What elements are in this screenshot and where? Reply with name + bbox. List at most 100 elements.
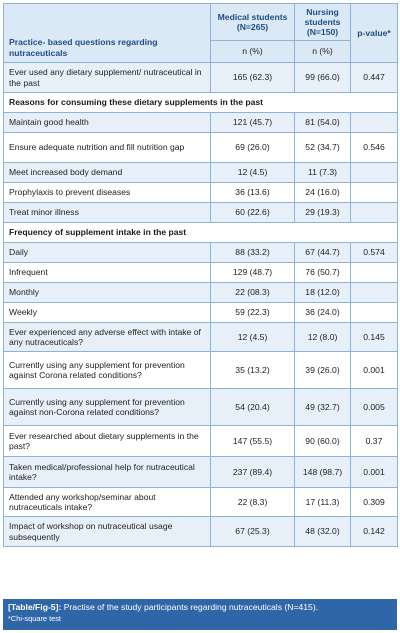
question-cell: Infrequent [3, 262, 211, 283]
nursing-unit-header: n (%) [294, 40, 351, 63]
section-row: Frequency of supplement intake in the pa… [3, 222, 398, 243]
table-row: Attended any workshop/seminar about nutr… [3, 487, 398, 517]
medical-value-cell: 54 (20.4) [210, 388, 295, 426]
question-cell: Meet increased body demand [3, 162, 211, 183]
section-title: Reasons for consuming these dietary supp… [3, 92, 398, 113]
medical-value-cell: 147 (55.5) [210, 425, 295, 457]
nursing-value-cell: 67 (44.7) [294, 242, 351, 263]
question-cell: Weekly [3, 302, 211, 323]
table-caption: [Table/Fig-5]: Practise of the study par… [3, 599, 397, 630]
table-row: Meet increased body demand 12 (4.5) 11 (7.… [3, 162, 398, 183]
caption-text: Practise of the study participants regar… [63, 602, 319, 612]
table-row: Treat minor illness 60 (22.6) 29 (19.3) [3, 202, 398, 223]
medical-value-cell: 121 (45.7) [210, 112, 295, 133]
question-cell: Attended any workshop/seminar about nutr… [3, 487, 211, 517]
table-header: Practice- based questions regarding nutr… [3, 3, 398, 63]
question-cell: Currently using any supplement for preve… [3, 388, 211, 426]
medical-value-cell: 60 (22.6) [210, 202, 295, 223]
question-cell: Impact of workshop on nutraceutical usag… [3, 516, 211, 547]
pvalue-cell [350, 162, 398, 183]
question-cell: Maintain good health [3, 112, 211, 133]
medical-value-cell: 22 (8.3) [210, 487, 295, 517]
table-row: Ever researched about dietary supplement… [3, 425, 398, 457]
pvalue-cell: 0.001 [350, 351, 398, 389]
question-cell: Ensure adequate nutrition and fill nutri… [3, 132, 211, 163]
table-row: Taken medical/professional help for nutr… [3, 456, 398, 488]
table-row: Weekly 59 (22.3) 36 (24.0) [3, 302, 398, 323]
medical-column-header: Medical students (N=265) [210, 3, 295, 41]
question-cell: Ever used any dietary supplement/ nutrac… [3, 62, 211, 93]
nursing-column-header: Nursing students (N=150) [294, 3, 351, 41]
nursing-value-cell: 90 (60.0) [294, 425, 351, 457]
table-row: Infrequent 129 (48.7) 76 (50.7) [3, 262, 398, 283]
nursing-value-cell: 12 (8.0) [294, 322, 351, 352]
medical-value-cell: 67 (25.3) [210, 516, 295, 547]
question-cell: Ever researched about dietary supplement… [3, 425, 211, 457]
pvalue-cell [350, 282, 398, 303]
pvalue-cell [350, 112, 398, 133]
pvalue-cell: 0.546 [350, 132, 398, 163]
nursing-value-cell: 49 (32.7) [294, 388, 351, 426]
table-row: Ensure adequate nutrition and fill nutri… [3, 132, 398, 163]
pvalue-cell: 0.001 [350, 456, 398, 488]
pvalue-cell: 0.142 [350, 516, 398, 547]
question-cell: Taken medical/professional help for nutr… [3, 456, 211, 488]
question-cell: Treat minor illness [3, 202, 211, 223]
medical-value-cell: 237 (89.4) [210, 456, 295, 488]
section-title: Frequency of supplement intake in the pa… [3, 222, 398, 243]
table-row: Ever used any dietary supplement/ nutrac… [3, 62, 398, 93]
table-row: Maintain good health 121 (45.7) 81 (54.0) [3, 112, 398, 133]
nursing-value-cell: 48 (32.0) [294, 516, 351, 547]
pvalue-cell: 0.145 [350, 322, 398, 352]
question-cell: Monthly [3, 282, 211, 303]
table-row: Monthly 22 (08.3) 18 (12.0) [3, 282, 398, 303]
pvalue-cell: 0.447 [350, 62, 398, 93]
nursing-value-cell: 76 (50.7) [294, 262, 351, 283]
nursing-value-cell: 52 (34.7) [294, 132, 351, 163]
nursing-value-cell: 11 (7.3) [294, 162, 351, 183]
medical-value-cell: 165 (62.3) [210, 62, 295, 93]
table-row: Currently using any supplement for preve… [3, 388, 398, 426]
pvalue-cell: 0.574 [350, 242, 398, 263]
medical-value-cell: 88 (33.2) [210, 242, 295, 263]
nursing-value-cell: 39 (26.0) [294, 351, 351, 389]
medical-value-cell: 129 (48.7) [210, 262, 295, 283]
pvalue-cell: 0.37 [350, 425, 398, 457]
question-cell: Ever experienced any adverse effect with… [3, 322, 211, 352]
caption-footnote: *Chi-square test [8, 614, 61, 623]
question-cell: Prophylaxis to prevent diseases [3, 182, 211, 203]
pvalue-cell: 0.005 [350, 388, 398, 426]
table-row: Daily 88 (33.2) 67 (44.7) 0.574 [3, 242, 398, 263]
table-row: Impact of workshop on nutraceutical usag… [3, 516, 398, 547]
question-cell: Currently using any supplement for preve… [3, 351, 211, 389]
medical-value-cell: 35 (13.2) [210, 351, 295, 389]
pvalue-cell [350, 182, 398, 203]
nursing-value-cell: 81 (54.0) [294, 112, 351, 133]
nursing-value-cell: 99 (66.0) [294, 62, 351, 93]
nursing-value-cell: 17 (11.3) [294, 487, 351, 517]
nursing-value-cell: 36 (24.0) [294, 302, 351, 323]
nursing-value-cell: 148 (98.7) [294, 456, 351, 488]
question-column-header: Practice- based questions regarding nutr… [3, 3, 211, 63]
medical-value-cell: 12 (4.5) [210, 162, 295, 183]
medical-value-cell: 36 (13.6) [210, 182, 295, 203]
medical-value-cell: 22 (08.3) [210, 282, 295, 303]
practice-table: Practice- based questions regarding nutr… [3, 3, 398, 547]
medical-value-cell: 12 (4.5) [210, 322, 295, 352]
table-row: Ever experienced any adverse effect with… [3, 322, 398, 352]
table-row: Currently using any supplement for preve… [3, 351, 398, 389]
pvalue-cell [350, 302, 398, 323]
pvalue-column-header: p-value* [350, 3, 398, 63]
medical-value-cell: 59 (22.3) [210, 302, 295, 323]
table-row: Prophylaxis to prevent diseases 36 (13.6)… [3, 182, 398, 203]
table-body: Ever used any dietary supplement/ nutrac… [3, 62, 398, 547]
pvalue-cell [350, 202, 398, 223]
caption-main: [Table/Fig-5]: Practise of the study par… [8, 602, 392, 612]
medical-unit-header: n (%) [210, 40, 295, 63]
section-row: Reasons for consuming these dietary supp… [3, 92, 398, 113]
question-cell: Daily [3, 242, 211, 263]
nursing-value-cell: 29 (19.3) [294, 202, 351, 223]
caption-label: [Table/Fig-5]: [8, 602, 62, 612]
pvalue-cell [350, 262, 398, 283]
